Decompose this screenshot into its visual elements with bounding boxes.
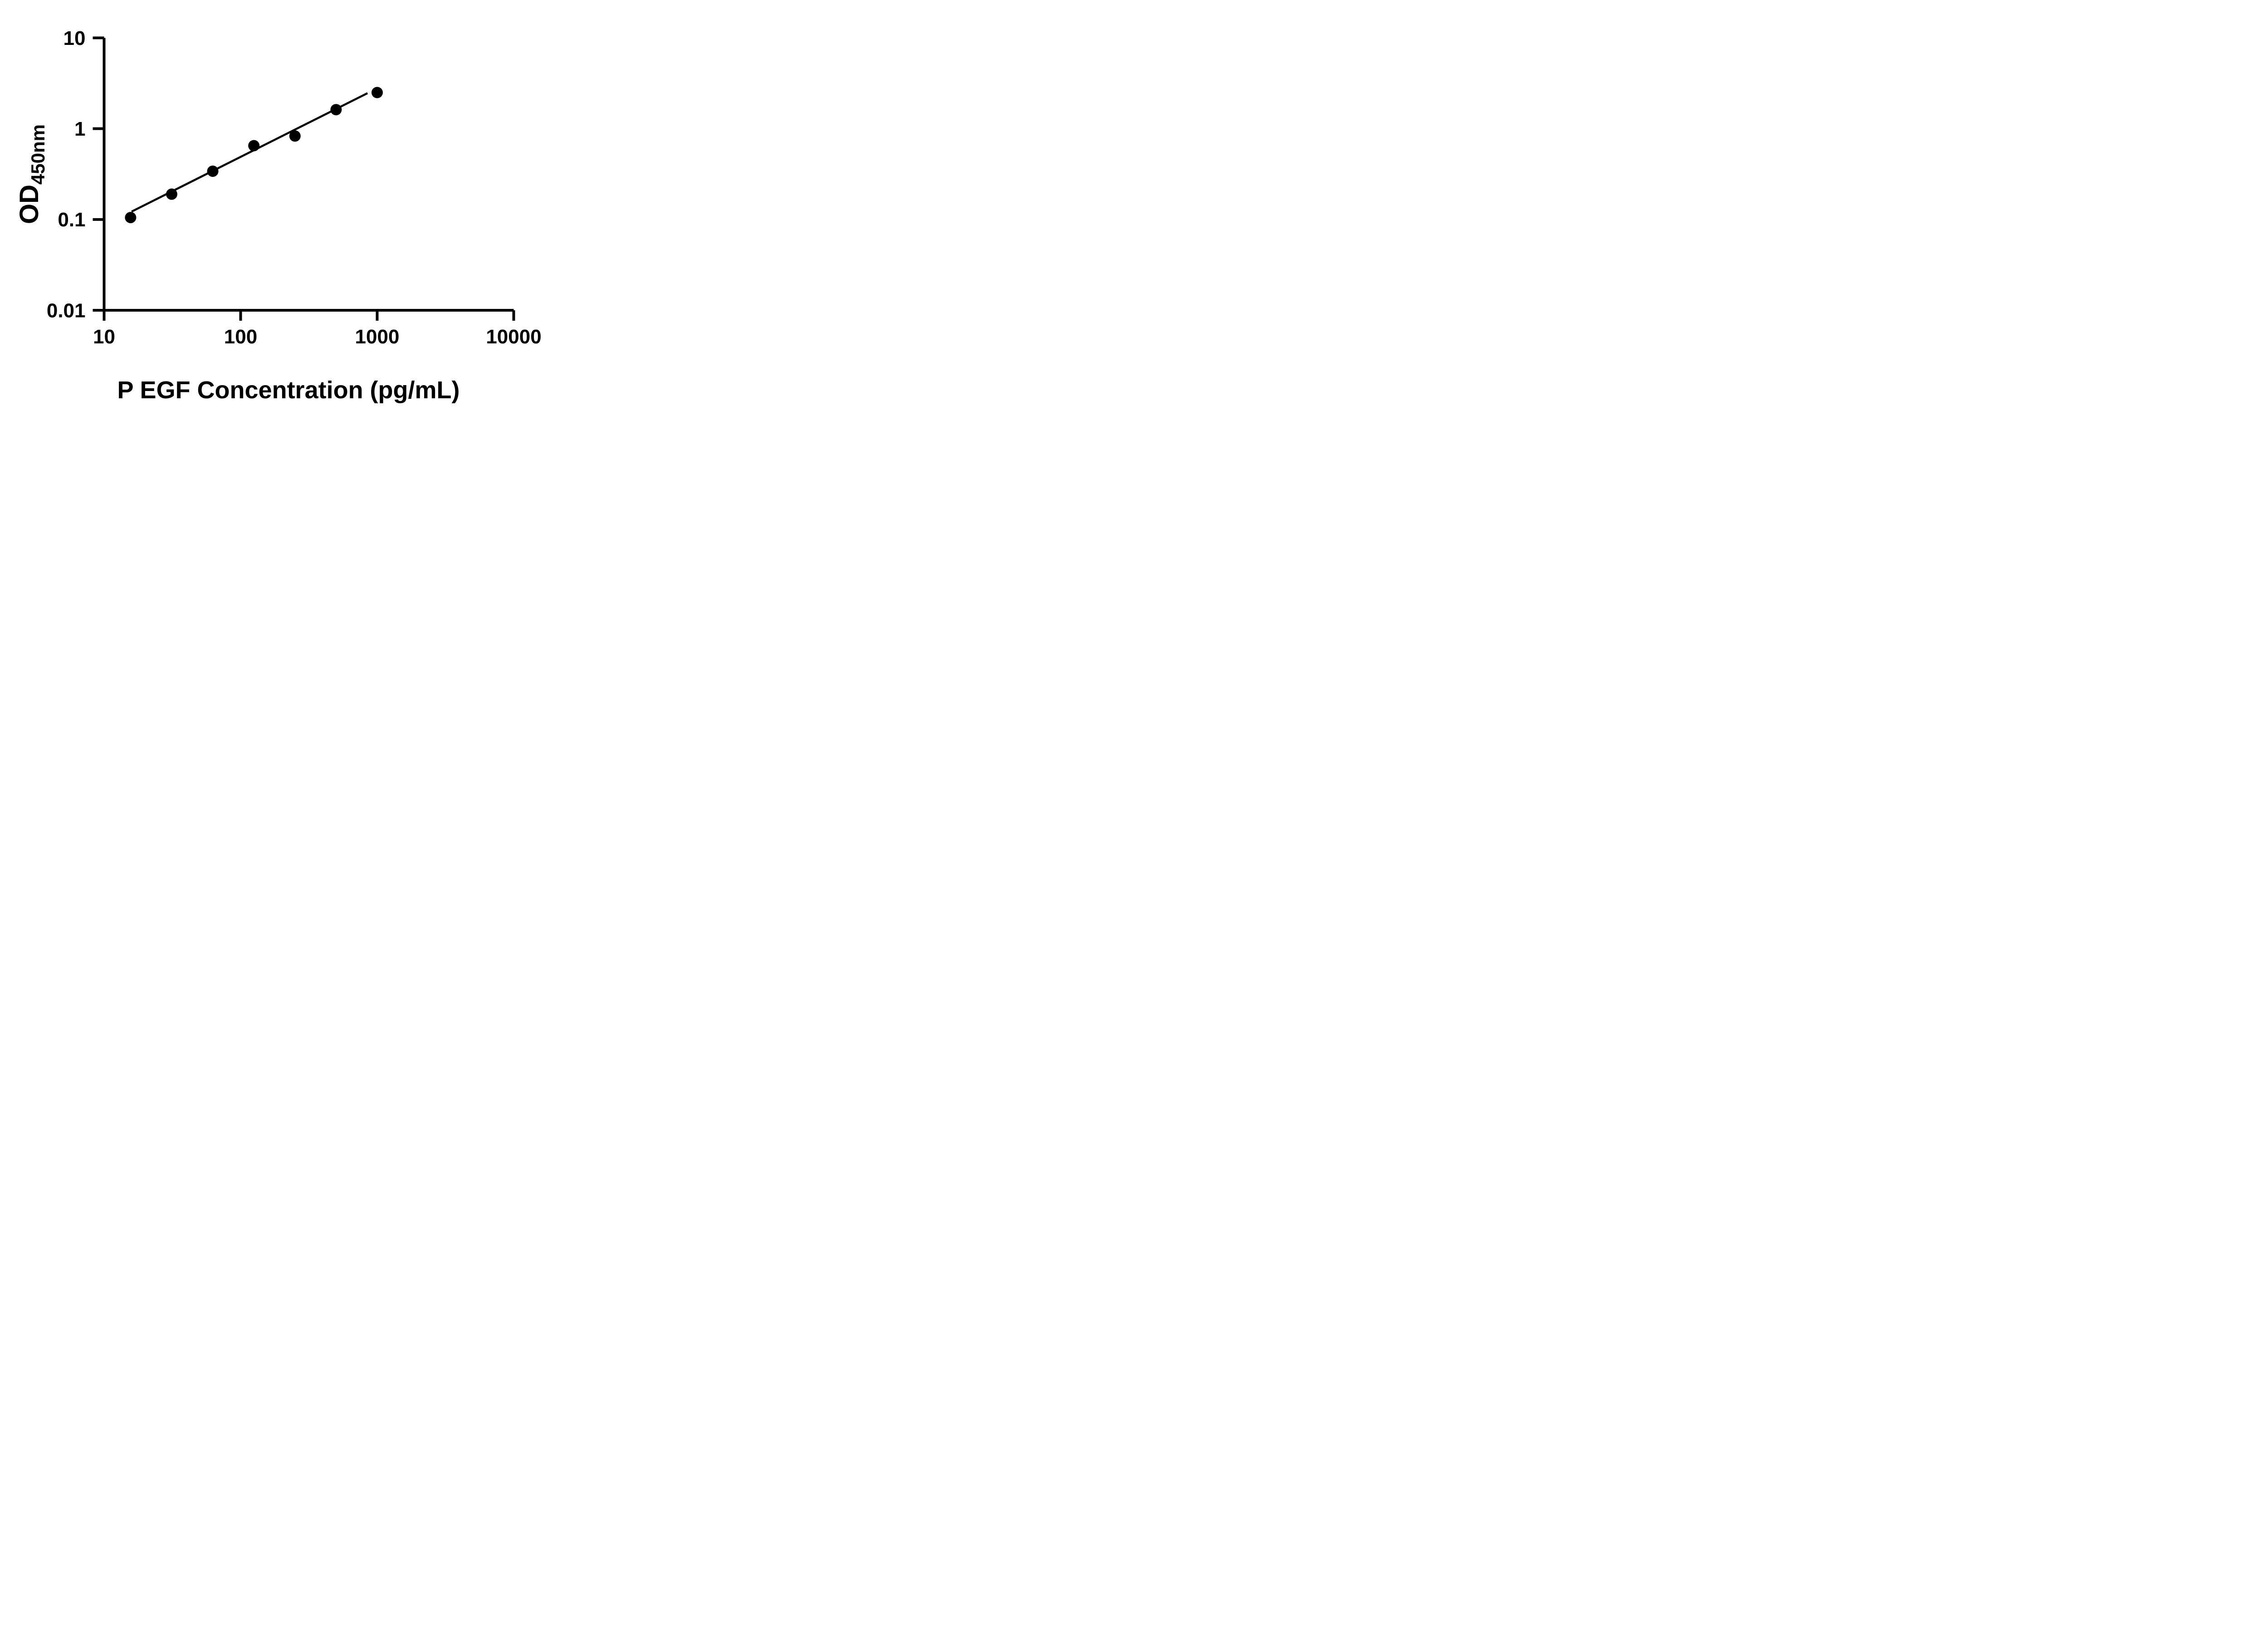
x-tick-label: 100	[224, 326, 257, 348]
y-axis-ticks: 10 1 0.1 0.01	[47, 27, 104, 322]
y-axis-title-subscript: 450nm	[27, 124, 49, 185]
data-point	[248, 140, 260, 152]
standard-curve-chart: 10 100 1000 10000 10 1 0.1 0.01 P EGF Concentr…	[15, 27, 542, 404]
data-point	[207, 165, 219, 177]
x-axis-ticks: 10 100 1000 10000	[93, 310, 542, 348]
y-tick-label: 1	[74, 118, 85, 140]
x-tick-label: 1000	[355, 326, 400, 348]
axes-lines	[103, 38, 514, 312]
data-point	[289, 130, 301, 142]
y-axis-title: OD450nm	[15, 124, 49, 224]
data-point	[166, 188, 177, 200]
data-point	[125, 212, 137, 224]
y-tick-label: 10	[64, 27, 86, 49]
x-tick-label: 10	[93, 326, 115, 348]
y-tick-label: 0.1	[58, 209, 85, 231]
x-axis-title: P EGF Concentration (pg/mL)	[117, 376, 460, 404]
y-axis-title-main: OD	[15, 185, 44, 224]
x-tick-label: 10000	[486, 326, 541, 348]
figure-canvas: 10 100 1000 10000 10 1 0.1 0.01 P EGF Concentr…	[0, 0, 575, 408]
data-points-group	[125, 87, 383, 224]
y-tick-label: 0.01	[47, 299, 86, 322]
data-point	[330, 104, 342, 116]
data-point	[371, 87, 383, 98]
